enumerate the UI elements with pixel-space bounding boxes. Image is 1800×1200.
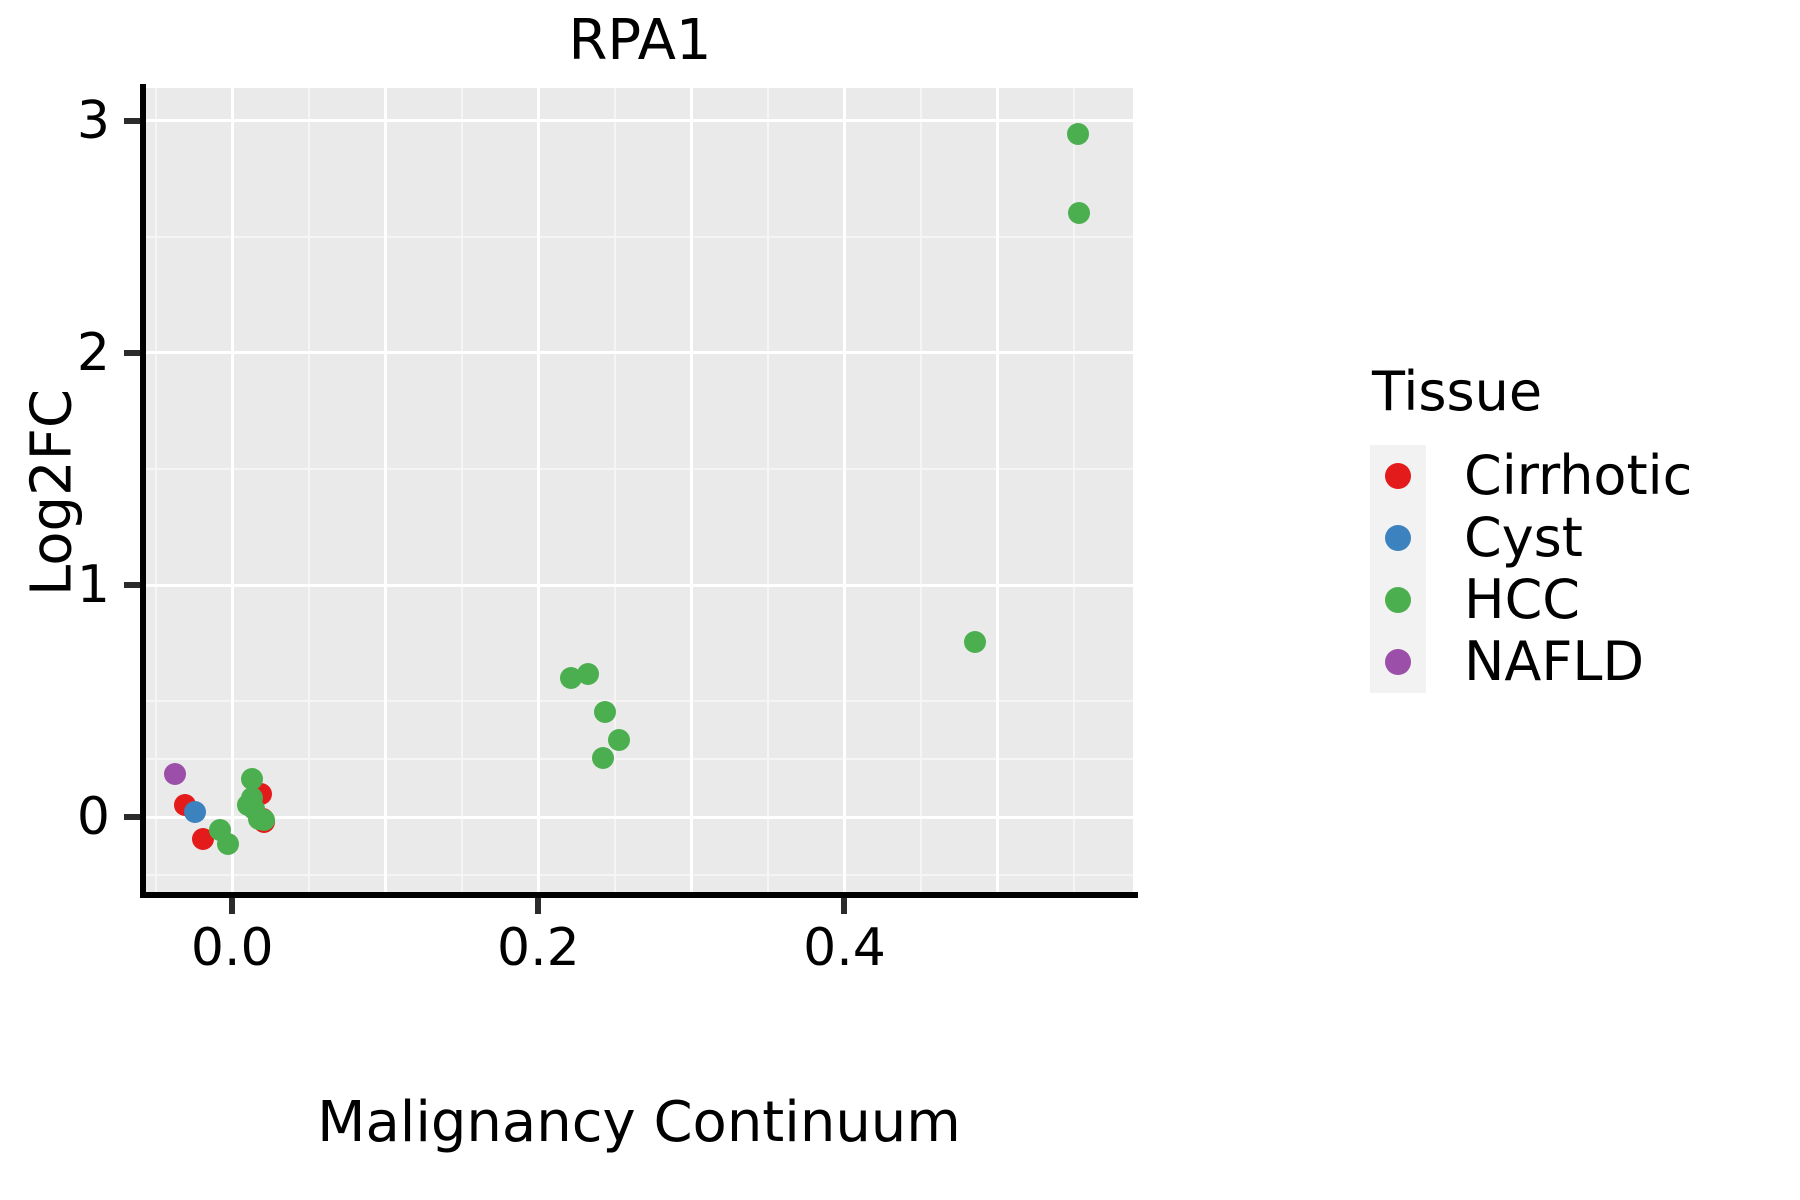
data-point-cyst: [183, 800, 206, 823]
data-point-hcc: [964, 630, 987, 653]
legend-item-cirrhotic[interactable]: Cirrhotic: [1370, 445, 1790, 507]
y-tick-label: 2: [76, 322, 110, 383]
gridline-minor-y: [145, 758, 1133, 761]
gridline-minor-x: [920, 88, 922, 894]
gridline-minor-x: [766, 88, 769, 894]
x-tick-label: 0.0: [190, 918, 274, 978]
gridline-minor-y: [145, 467, 1133, 470]
data-point-nafld: [163, 763, 186, 786]
gridline-minor-y: [145, 874, 1133, 877]
gridline-minor-x: [154, 88, 157, 894]
data-point-hcc: [592, 747, 615, 770]
data-point-cirrhotic: [192, 828, 215, 851]
data-point-hcc: [593, 700, 616, 723]
y-axis-label: Log2FC: [19, 389, 85, 596]
legend-key-swatch: [1370, 445, 1426, 507]
gridline-major-y: [145, 815, 1133, 819]
gridline-major-y: [145, 119, 1133, 123]
gridline-major-x: [230, 88, 234, 894]
legend-items: Cirrhotic Cyst HCC NAFLD: [1370, 445, 1790, 693]
data-point-hcc: [241, 768, 264, 791]
gridline-minor-y: [145, 700, 1133, 703]
data-point-hcc: [560, 666, 583, 689]
legend-item-label: HCC: [1464, 568, 1581, 631]
x-tick-label: 0.2: [497, 918, 580, 978]
y-tick: [124, 117, 140, 124]
y-tick: [124, 814, 140, 821]
x-tick: [229, 898, 236, 914]
legend-item-nafld[interactable]: NAFLD: [1370, 631, 1790, 693]
data-point-hcc: [607, 728, 630, 751]
y-tick: [124, 582, 140, 589]
legend-key-swatch: [1370, 569, 1426, 631]
gridline-major-y: [145, 583, 1133, 587]
data-point-hcc: [252, 808, 275, 831]
y-tick: [124, 349, 140, 356]
legend-key-swatch: [1370, 631, 1426, 693]
data-point-hcc: [1066, 123, 1089, 146]
legend: Tissue Cirrhotic Cyst HCC NAFLD: [1370, 360, 1790, 693]
legend-item-cyst[interactable]: Cyst: [1370, 507, 1790, 569]
gridline-minor-x: [1073, 88, 1076, 894]
gridline-major-y: [145, 351, 1133, 355]
gridline-major-x: [842, 88, 846, 894]
gridline-major-x: [383, 88, 387, 894]
gridline-major-x: [536, 88, 540, 894]
legend-key-swatch: [1370, 507, 1426, 569]
y-tick-label: 1: [76, 555, 110, 616]
chart-title: RPA1: [568, 8, 712, 73]
y-tick-label: 0: [76, 787, 110, 848]
gridline-minor-y: [145, 235, 1133, 238]
x-axis-line: [140, 892, 1138, 898]
legend-dot-icon: [1385, 463, 1411, 489]
y-axis-line: [140, 84, 146, 898]
data-point-hcc: [577, 663, 600, 686]
legend-dot-icon: [1385, 649, 1411, 675]
x-tick-label: 0.4: [803, 918, 886, 978]
data-point-hcc: [216, 833, 239, 856]
gridline-minor-x: [613, 88, 616, 894]
plot-panel: [145, 88, 1133, 894]
legend-item-label: Cirrhotic: [1464, 444, 1693, 507]
legend-item-hcc[interactable]: HCC: [1370, 569, 1790, 631]
x-tick: [841, 898, 848, 914]
legend-item-label: Cyst: [1464, 506, 1583, 569]
gridline-minor-x: [307, 88, 310, 894]
x-tick: [535, 898, 542, 914]
legend-dot-icon: [1385, 587, 1411, 613]
data-point-hcc: [1068, 202, 1091, 225]
gridline-major-x: [996, 88, 1000, 894]
legend-item-label: NAFLD: [1464, 630, 1645, 693]
y-tick-label: 3: [76, 90, 110, 151]
gridline-major-x: [689, 88, 693, 894]
legend-dot-icon: [1385, 525, 1411, 551]
x-axis-label: Malignancy Continuum: [317, 1090, 961, 1155]
gridline-minor-x: [460, 88, 463, 894]
legend-title: Tissue: [1372, 360, 1543, 423]
